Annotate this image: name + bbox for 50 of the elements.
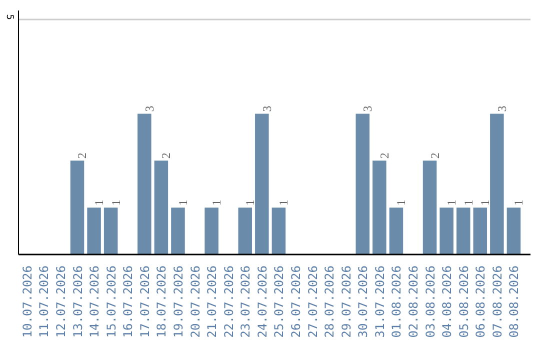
x-tick-label: 17.07.2026 [138,265,152,338]
x-tick-label: 06.08.2026 [474,265,488,338]
x-tick-label: 27.07.2026 [306,265,320,338]
x-tick-label: 25.07.2026 [272,265,286,338]
data-label: 2 [159,152,174,159]
data-label: 1 [478,200,492,206]
data-label: 1 [108,200,123,206]
x-tick-label: 14.07.2026 [88,265,102,338]
data-label: 1 [444,200,459,206]
x-tick-label: 18.07.2026 [154,265,169,338]
data-label: 1 [176,200,190,206]
x-tick-label: 05.08.2026 [456,265,471,338]
x-tick-label: 24.07.2026 [255,265,270,338]
data-label: 3 [142,106,156,112]
x-tick-label: 31.07.2026 [372,265,387,338]
x-tick-label: 01.08.2026 [390,265,404,338]
data-label: 2 [428,152,442,159]
x-tick-label: 04.08.2026 [440,265,454,338]
y-tick-label: 5 [4,14,15,20]
data-label: 1 [461,200,476,206]
data-label: 1 [210,200,224,206]
x-tick-label: 11.07.2026 [37,265,52,338]
x-tick-label: 12.07.2026 [54,265,68,338]
data-label: 2 [75,152,90,159]
x-tick-label: 29.07.2026 [339,265,354,338]
data-label: 1 [394,200,408,206]
x-tick-label: 08.08.2026 [507,265,522,338]
x-tick-label: 23.07.2026 [238,265,253,338]
data-label: 1 [243,200,258,206]
x-tick-label: 21.07.2026 [205,265,220,338]
x-tick-label: 20.07.2026 [188,265,202,338]
x-tick-label: 30.07.2026 [356,265,370,338]
data-label: 3 [260,106,274,112]
data-label: 1 [92,200,106,206]
x-tick-label: 15.07.2026 [104,265,118,338]
x-tick-label: 26.07.2026 [288,265,303,338]
x-tick-label: 28.07.2026 [322,265,337,338]
x-tick-label: 03.08.2026 [423,265,438,338]
x-tick-label: 10.07.2026 [20,265,34,338]
data-label: 2 [377,152,392,159]
data-label: 1 [512,200,526,206]
data-label: 3 [360,106,375,112]
x-tick-label: 22.07.2026 [222,265,236,338]
x-tick-label: 19.07.2026 [171,265,186,338]
x-tick-label: 07.08.2026 [490,265,504,338]
x-tick-label: 02.08.2026 [406,265,420,338]
x-tick-label: 16.07.2026 [121,265,136,338]
data-label: 3 [494,106,509,112]
data-label: 1 [276,200,291,206]
x-tick-label: 13.07.2026 [70,265,85,338]
